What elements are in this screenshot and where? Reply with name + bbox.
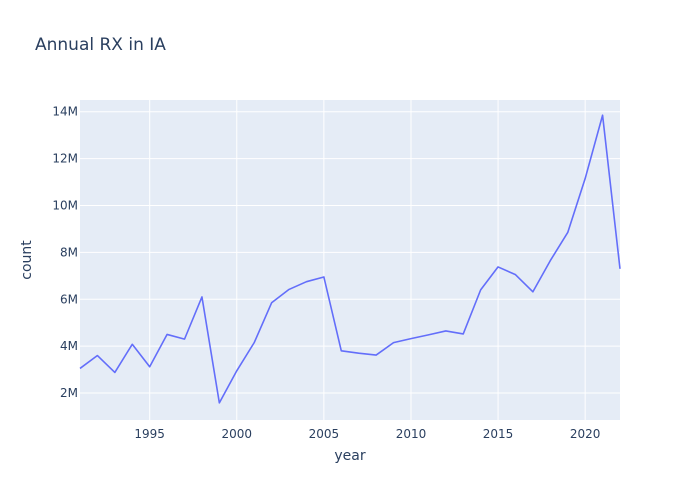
y-tick-labels: 2M 4M 6M 8M 10M 12M 14M: [52, 105, 78, 400]
x-axis-title: year: [334, 448, 365, 464]
x-tick-label: 2010: [396, 427, 427, 441]
y-tick-label: 12M: [52, 152, 78, 166]
y-tick-label: 6M: [60, 292, 78, 306]
x-tick-label: 2020: [570, 427, 601, 441]
x-tick-label: 1995: [134, 427, 165, 441]
y-tick-label: 4M: [60, 339, 78, 353]
y-tick-label: 8M: [60, 245, 78, 259]
chart-title: Annual RX in IA: [35, 35, 166, 55]
x-tick-labels: 1995 2000 2005 2010 2015 2020: [134, 427, 600, 441]
x-tick-label: 2000: [222, 427, 253, 441]
y-axis-title: count: [19, 240, 35, 280]
y-gridlines: [80, 111, 620, 394]
y-tick-label: 10M: [52, 198, 78, 212]
x-tick-label: 2015: [483, 427, 514, 441]
series-line: [79, 114, 621, 404]
y-tick-label: 14M: [52, 105, 78, 119]
x-tick-label: 2005: [309, 427, 340, 441]
plot-area: [80, 100, 620, 420]
y-tick-label: 2M: [60, 386, 78, 400]
